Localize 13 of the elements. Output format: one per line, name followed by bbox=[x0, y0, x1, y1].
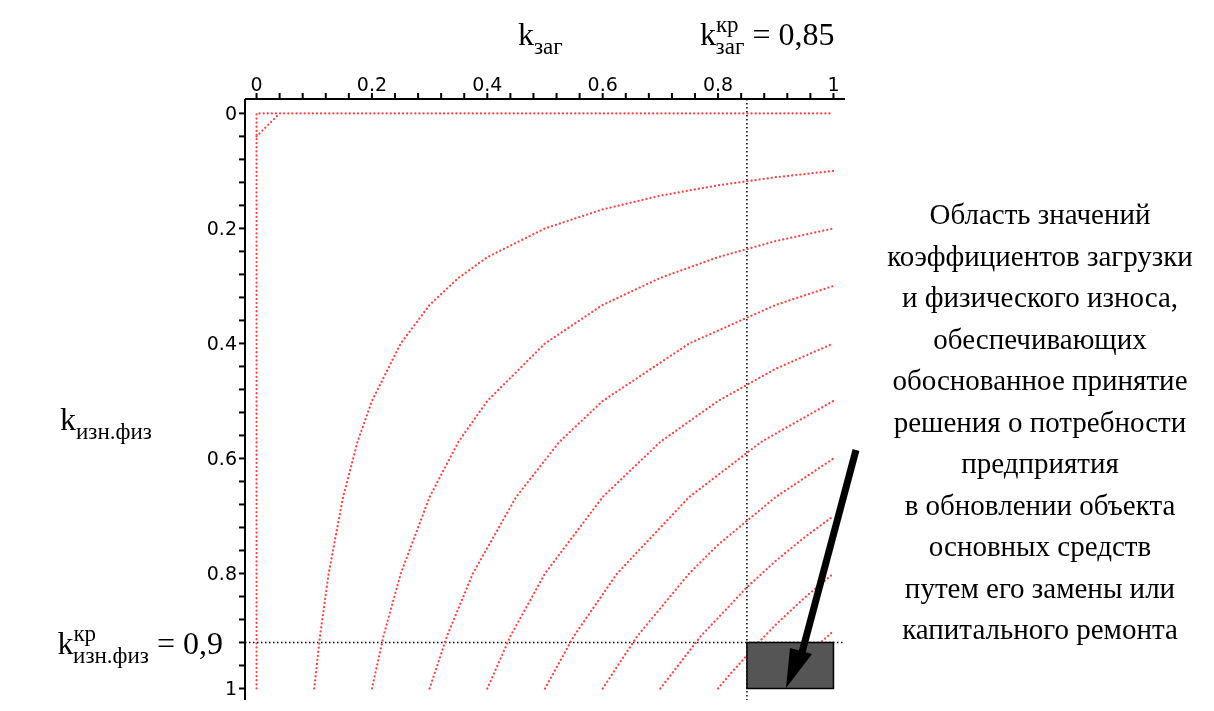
text: Область значений коэффициентов загрузки и физического износа, обеспечивающих обоснованное принятие решения о потребности предприятия в обновлении объекта основных средств путем его замены или капитального ремонта bbox=[887, 198, 1193, 645]
x-tick-label: 0.2 bbox=[356, 73, 388, 95]
y-tick-label: 0.4 bbox=[206, 332, 237, 355]
y-tick-label: 0 bbox=[224, 102, 237, 125]
x-tick-label: 0.6 bbox=[587, 73, 618, 95]
x-tick-label: 0.8 bbox=[702, 73, 734, 95]
x-tick-label: 0.4 bbox=[472, 73, 503, 95]
y-tick-label: 0.2 bbox=[206, 217, 237, 240]
y-tick-label: 1 bbox=[224, 677, 237, 700]
y-tick-label: 0.6 bbox=[206, 447, 237, 470]
x-tick-label: 0 bbox=[250, 73, 263, 95]
x-tick-label: 1 bbox=[827, 73, 840, 95]
y-tick-label: 0.8 bbox=[206, 562, 237, 585]
